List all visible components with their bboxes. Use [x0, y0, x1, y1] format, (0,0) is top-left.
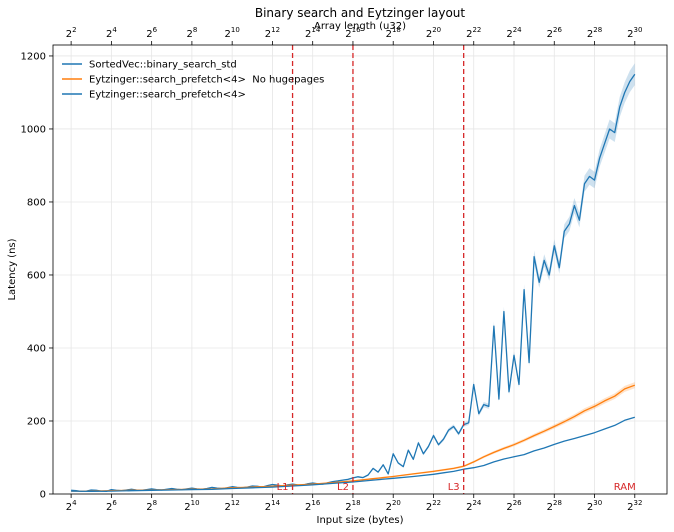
cache-level-markers: L1 L2 L3: [277, 45, 465, 494]
y-axis-title: Latency (ns): [7, 238, 18, 300]
plot-frame: [52, 44, 668, 495]
x-tick-label: 26: [106, 499, 117, 513]
legend: SortedVec::binary_search_stdEytzinger::s…: [62, 60, 324, 101]
y-tick-label: 400: [27, 343, 46, 354]
x-tick-label: 224: [466, 499, 482, 513]
x-tick-label: 226: [506, 499, 522, 513]
top-x-tick-label: 26: [146, 26, 157, 40]
cache-label-l3: L3: [448, 482, 460, 493]
x-tick-label: 24: [66, 499, 77, 513]
top-x-tick-label: 22: [66, 26, 77, 40]
top-x-tick-label: 220: [426, 26, 441, 40]
top-x-tick-label: 222: [466, 26, 481, 40]
y-tick-label: 800: [27, 197, 46, 208]
top-x-tick-label: 228: [587, 26, 602, 40]
top-x-tick-label: 230: [627, 26, 642, 40]
x-tick-label: 28: [146, 499, 157, 513]
legend-label-0: SortedVec::binary_search_std: [89, 60, 237, 71]
ram-label: RAM: [614, 482, 636, 493]
x-tick-label: 222: [426, 499, 441, 513]
y-tick-label: 1200: [21, 51, 46, 62]
top-x-tick-label: 24: [106, 26, 117, 40]
legend-label-2: Eytzinger::search_prefetch<4>: [89, 90, 246, 101]
x-tick-label: 214: [265, 499, 281, 513]
x-tick-label: 218: [345, 499, 360, 513]
y-tick-label: 200: [27, 416, 46, 427]
top-x-tick-label: 210: [225, 26, 240, 40]
top-x-tick-label: 212: [265, 26, 280, 40]
series-line-2: [71, 416, 635, 493]
chart-title: Binary search and Eytzinger layout: [255, 6, 466, 20]
x-tick-label: 230: [587, 499, 602, 513]
x-tick-label: 210: [184, 499, 199, 513]
x-tick-label: 228: [547, 499, 562, 513]
cache-label-l1: L1: [277, 482, 289, 493]
x-tick-label: 220: [386, 499, 401, 513]
x-tick-label: 212: [225, 499, 240, 513]
y-tick-label: 0: [40, 490, 46, 501]
y-tick-label: 1000: [21, 124, 46, 135]
cache-label-l2: L2: [337, 482, 349, 493]
top-x-axis-title: Array length (u32): [314, 21, 406, 32]
grid: [53, 45, 667, 495]
x-axis-title: Input size (bytes): [317, 515, 404, 526]
top-x-tick-label: 226: [547, 26, 563, 40]
axis-ticks: 24 26 28 210 212 214 216 218 220 222 224 226 228 230 2…: [21, 26, 643, 513]
top-x-tick-label: 224: [506, 26, 522, 40]
top-x-tick-label: 28: [186, 26, 197, 40]
y-tick-label: 600: [27, 270, 46, 281]
x-tick-label: 216: [305, 499, 321, 513]
legend-label-1: Eytzinger::search_prefetch<4> No hugepag…: [89, 75, 324, 86]
x-tick-label: 232: [627, 499, 642, 513]
